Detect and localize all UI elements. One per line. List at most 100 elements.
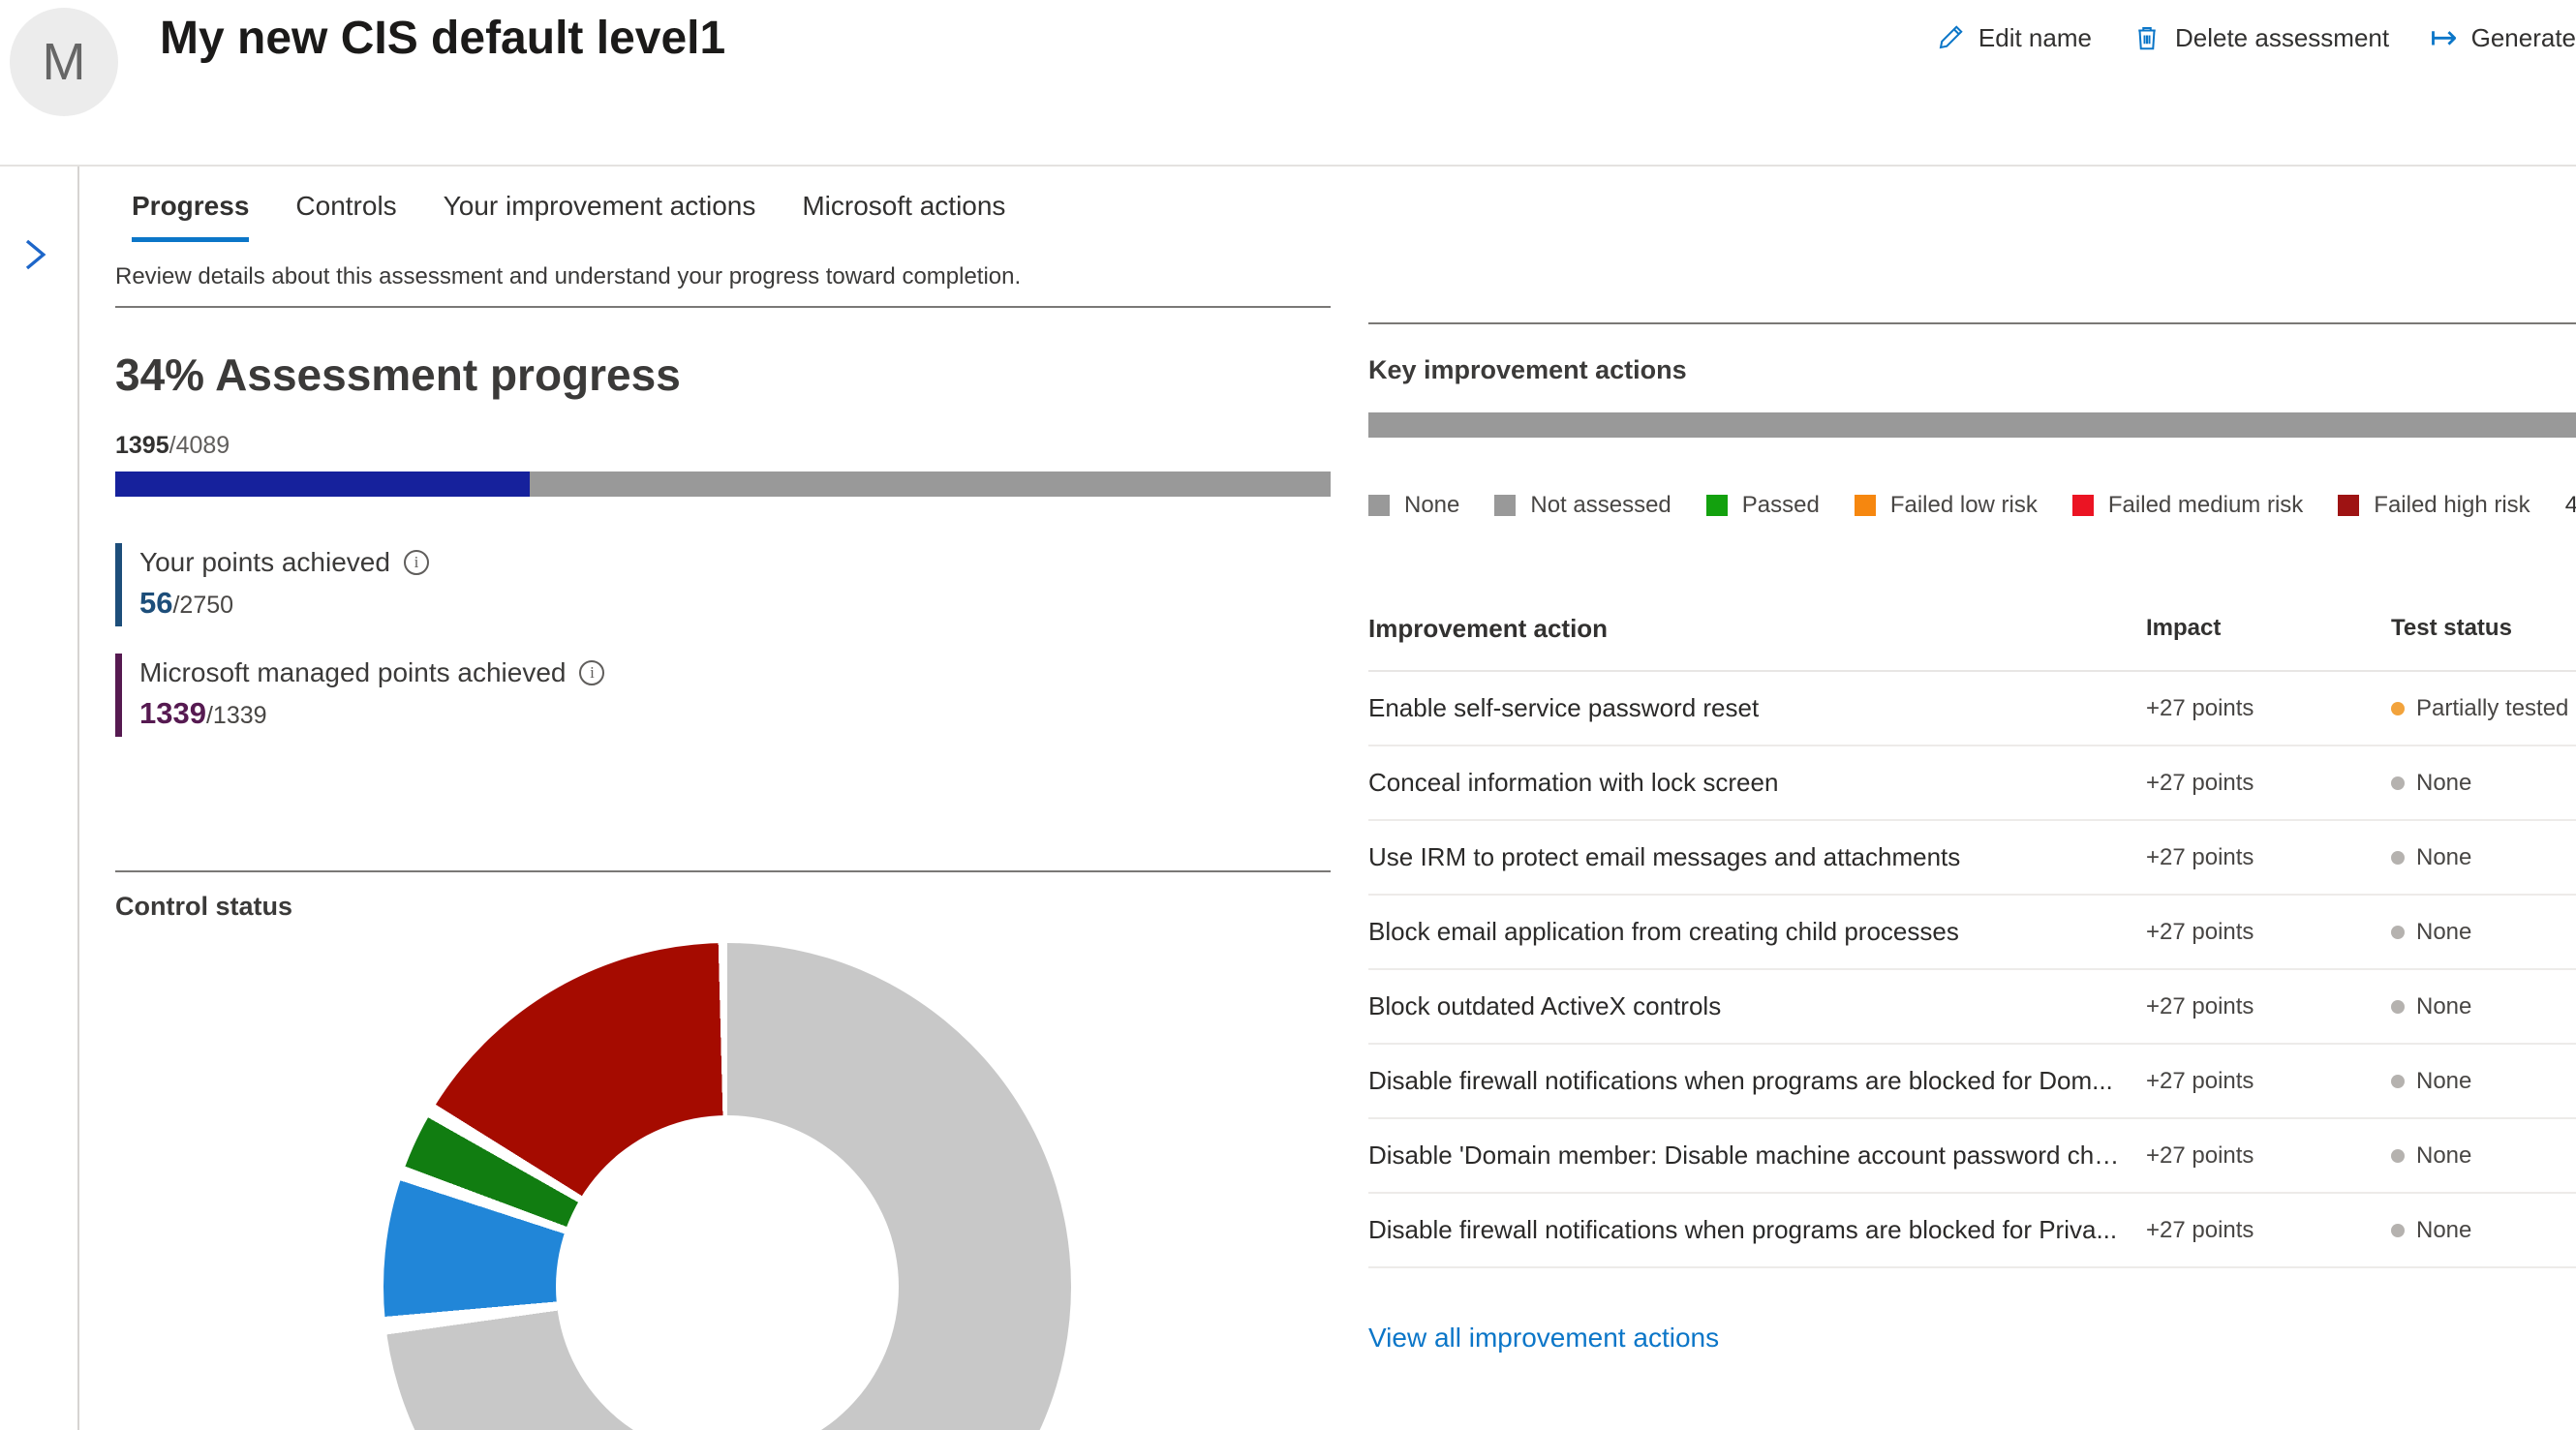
legend-swatch [1854, 495, 1876, 516]
table-row: Block email application from creating ch… [1368, 896, 2576, 970]
column-header-impact: Impact [2146, 615, 2222, 641]
your-points-label: Your points achieved [139, 547, 390, 577]
progress-column: Progress Controls Your improvement actio… [115, 167, 1331, 1430]
generate-label: Generate [2470, 22, 2576, 52]
status-legend: None Not assessed Passed Failed low risk… [1368, 492, 2576, 519]
column-header-test-status: Test status [2391, 615, 2512, 641]
status-label: None [2416, 1216, 2472, 1243]
action-name[interactable]: Disable firewall notifications when prog… [1368, 1066, 2113, 1095]
action-name[interactable]: Disable 'Domain member: Disable machine … [1368, 1141, 2130, 1170]
chevron-right-icon [17, 239, 50, 278]
table-row: Disable 'Domain member: Disable machine … [1368, 1119, 2576, 1194]
avatar: M [10, 8, 118, 116]
your-points-block: Your points achieved i 56/2750 [115, 543, 1331, 626]
progress-achieved-value: 1395 [115, 432, 169, 459]
status-dot [2391, 1223, 2405, 1237]
view-all-improvement-actions-link[interactable]: View all improvement actions [1368, 1323, 1720, 1353]
your-points-total: /2750 [172, 592, 234, 619]
legend-label: None [1404, 492, 1460, 518]
status-label: None [2416, 769, 2472, 796]
key-actions-stacked-bar [1368, 412, 2576, 438]
control-status-title: Control status [115, 892, 293, 921]
edit-name-button[interactable]: Edit name [1936, 21, 2092, 54]
key-improvement-title: Key improvement actions [1368, 355, 1687, 384]
microsoft-points-label: Microsoft managed points achieved [139, 657, 567, 687]
info-icon[interactable]: i [403, 550, 429, 575]
action-name[interactable]: Enable self-service password reset [1368, 693, 1760, 722]
header-actions: Edit name Delete assessment ↦ Generate [1936, 21, 2576, 54]
table-header-row: Improvement action Impact Test status [1368, 587, 2576, 672]
tab-your-improvement-actions[interactable]: Your improvement actions [444, 191, 756, 242]
legend-swatch [2338, 495, 2360, 516]
info-icon[interactable]: i [579, 660, 605, 685]
generate-button[interactable]: ↦ Generate [2430, 21, 2576, 54]
improvement-actions-table: Improvement action Impact Test status En… [1368, 587, 2576, 1268]
legend-label: Failed high risk [2374, 492, 2530, 518]
legend-item: Failed medium risk [2071, 492, 2304, 519]
left-rail [0, 167, 79, 1430]
avatar-initial: M [42, 33, 86, 91]
impact-value: +27 points [2146, 992, 2254, 1019]
divider [115, 306, 1331, 308]
impact-value: +27 points [2146, 1216, 2254, 1243]
status-dot [2391, 1148, 2405, 1163]
table-row: Block outdated ActiveX controls +27 poin… [1368, 970, 2576, 1045]
assessment-header: M My new CIS default level1 Edit name De… [0, 0, 2576, 165]
delete-assessment-button[interactable]: Delete assessment [2132, 21, 2389, 54]
header-divider [0, 165, 2576, 167]
table-row: Disable firewall notifications when prog… [1368, 1045, 2576, 1119]
main-panel: Progress Controls Your improvement actio… [79, 167, 2576, 1430]
impact-value: +27 points [2146, 1141, 2254, 1169]
content-area: Progress Controls Your improvement actio… [0, 167, 2576, 1430]
legend-swatch [1705, 495, 1728, 516]
status-label: None [2416, 992, 2472, 1019]
tab-progress[interactable]: Progress [132, 191, 250, 242]
microsoft-points-block: Microsoft managed points achieved i 1339… [115, 654, 1331, 737]
legend-item: Failed low risk [1854, 492, 2038, 519]
table-row: Enable self-service password reset +27 p… [1368, 672, 2576, 746]
trash-icon [2132, 23, 2162, 52]
impact-value: +27 points [2146, 694, 2254, 721]
delete-assessment-label: Delete assessment [2174, 22, 2390, 52]
assessment-progress-bar [115, 472, 1331, 497]
legend-swatch [1494, 495, 1517, 516]
pencil-icon [1936, 23, 1965, 52]
assessment-description: Review details about this assessment and… [115, 263, 1022, 289]
table-row: Use IRM to protect email messages and at… [1368, 821, 2576, 896]
status-dot [2391, 850, 2405, 865]
progress-fraction: 1395/4089 [115, 432, 1331, 460]
table-row: Conceal information with lock screen +27… [1368, 746, 2576, 821]
status-dot [2391, 1074, 2405, 1088]
status-label: None [2416, 1141, 2472, 1169]
expand-panel-button[interactable] [17, 234, 50, 278]
action-name[interactable]: Block outdated ActiveX controls [1368, 991, 1722, 1020]
export-arrow-icon: ↦ [2430, 18, 2458, 57]
legend-swatch [2071, 495, 2094, 516]
action-name[interactable]: Disable firewall notifications when prog… [1368, 1215, 2118, 1244]
progress-total-value: /4089 [169, 432, 230, 459]
status-dot [2391, 999, 2405, 1014]
legend-item: None [1368, 492, 1459, 519]
legend-label: Failed medium risk [2107, 492, 2304, 518]
assessment-progress-heading: 34% Assessment progress [115, 350, 681, 400]
impact-value: +27 points [2146, 1067, 2254, 1094]
impact-value: +27 points [2146, 918, 2254, 945]
column-header-improvement-action: Improvement action [1368, 613, 1609, 643]
legend-label: Failed low risk [1889, 492, 2038, 518]
action-name[interactable]: Use IRM to protect email messages and at… [1368, 842, 1961, 871]
legend-more-button[interactable]: 4 more [2565, 492, 2576, 519]
legend-label: Passed [1741, 492, 1820, 518]
microsoft-points-total: /1339 [205, 702, 267, 729]
legend-item: Failed high risk [2338, 492, 2530, 519]
control-status-donut [383, 943, 1071, 1430]
action-name[interactable]: Block email application from creating ch… [1368, 917, 1959, 946]
status-label: None [2416, 843, 2472, 870]
key-improvement-column: Key improvement actions None Not assesse… [1368, 167, 2576, 1430]
tab-controls[interactable]: Controls [295, 191, 396, 242]
action-name[interactable]: Conceal information with lock screen [1368, 768, 1779, 797]
microsoft-points-value: 1339 [139, 696, 206, 730]
tab-microsoft-actions[interactable]: Microsoft actions [802, 191, 1005, 242]
status-dot [2391, 701, 2405, 715]
legend-label: Not assessed [1530, 492, 1671, 518]
edit-name-label: Edit name [1978, 22, 2092, 52]
